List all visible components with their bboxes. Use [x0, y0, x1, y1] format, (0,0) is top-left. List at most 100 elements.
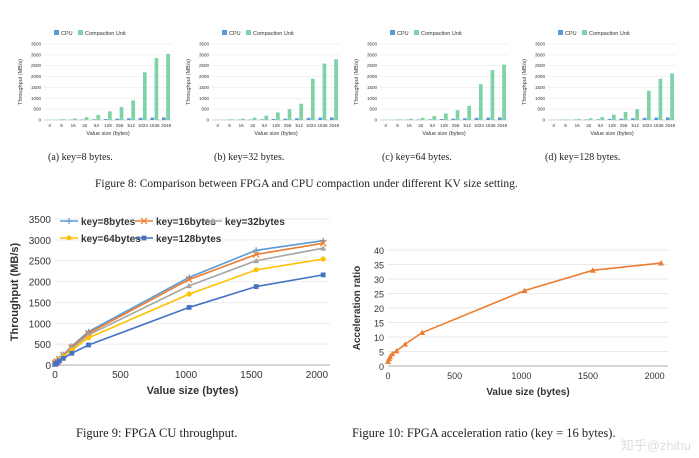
x-tick-label: 2048 [497, 123, 508, 128]
bar-compaction-unit [646, 90, 651, 120]
y-tick-label: 3000 [535, 52, 546, 57]
y-tick-label: 0 [542, 118, 545, 123]
y-tick-label: 25 [374, 290, 384, 300]
y-tick-label: 30 [374, 275, 384, 285]
marker [66, 218, 72, 224]
bar-cpu [497, 117, 502, 120]
y-tick-label: 0 [45, 361, 51, 372]
x-tick-label: 16 [71, 123, 77, 128]
marker [141, 235, 147, 241]
legend-label-cpu: CPU [229, 31, 241, 37]
bar-compaction-unit [635, 109, 640, 120]
x-tick-label: 2000 [645, 371, 665, 381]
x-tick-label: 32 [418, 123, 424, 128]
y-tick-label: 1500 [31, 85, 42, 90]
x-tick-label: 16 [239, 123, 245, 128]
marker [56, 358, 62, 364]
bar-compaction-unit [299, 103, 304, 120]
bar-cpu [138, 117, 143, 120]
y-tick-label: 1000 [535, 96, 546, 101]
bar-compaction-unit [467, 105, 472, 120]
x-tick-label: 128 [104, 123, 112, 128]
x-tick-label: 128 [272, 123, 280, 128]
x-tick-label: 512 [464, 123, 472, 128]
x-tick-label: 0 [52, 370, 58, 381]
y-tick-label: 500 [201, 107, 209, 112]
x-tick-label: 1024 [642, 123, 653, 128]
x-tick-label: 256 [452, 123, 460, 128]
x-tick-label: 512 [296, 123, 304, 128]
bar-cpu [161, 117, 166, 120]
marker [85, 335, 92, 341]
bar-cpu [619, 118, 624, 120]
marker [589, 267, 596, 273]
x-axis-label: Value size (bytes) [147, 385, 239, 397]
y-tick-label: 3500 [31, 42, 42, 47]
x-tick-label: 32 [250, 123, 256, 128]
legend-swatch-cu [414, 30, 419, 35]
bar-compaction-unit [588, 118, 593, 120]
bar-compaction-unit [108, 111, 112, 120]
bar-chart-d: CPU Compaction Unit 0 500 1000 1500 2000 2500 30… [522, 30, 676, 137]
bar-chart-a: CPU Compaction Unit 0 500 1000 1500 2000 2500 30… [18, 30, 172, 137]
marker [186, 282, 193, 289]
x-tick-label: 1536 [318, 123, 329, 128]
series-line [54, 274, 324, 365]
bar-cpu [92, 119, 96, 120]
x-tick-label: 0 [385, 123, 388, 128]
x-tick-label: 0 [49, 123, 52, 128]
marker [69, 350, 75, 356]
bar-compaction-unit [420, 117, 425, 120]
x-tick-label: 16 [407, 123, 413, 128]
bar-compaction-unit [229, 119, 234, 120]
figure8-caption: Figure 8: Comparison between FPGA and CP… [95, 178, 518, 190]
marker [393, 347, 400, 354]
marker [253, 247, 260, 254]
y-tick-label: 1500 [29, 298, 52, 309]
marker [185, 276, 193, 283]
y-tick-label: 3500 [199, 42, 210, 47]
bar-cpu [306, 117, 311, 120]
bar-cpu [295, 118, 299, 120]
y-tick-label: 0 [38, 118, 41, 123]
y-tick-label: 1000 [199, 96, 210, 101]
y-tick-label: 3000 [199, 52, 210, 57]
figure9-caption: Figure 9: FPGA CU throughput. [76, 426, 238, 440]
y-tick-label: 2000 [31, 74, 42, 79]
x-tick-label: 1024 [306, 123, 317, 128]
y-tick-label: 500 [33, 107, 41, 112]
bar-compaction-unit [670, 73, 674, 120]
x-tick-label: 32 [586, 123, 592, 128]
marker [186, 291, 192, 297]
bar-compaction-unit [478, 84, 483, 120]
marker [253, 267, 259, 273]
y-tick-label: 2500 [31, 63, 42, 68]
x-tick-label: 64 [598, 123, 604, 128]
bar-cpu [115, 118, 120, 120]
marker [252, 251, 260, 258]
y-tick-label: 1500 [367, 85, 378, 90]
x-tick-label: 64 [430, 123, 436, 128]
bar-compaction-unit [287, 109, 292, 120]
y-tick-label: 1000 [367, 96, 378, 101]
bar-cpu [103, 119, 108, 120]
x-tick-label: 1500 [578, 371, 598, 381]
x-tick-label: 8 [396, 123, 399, 128]
y-tick-label: 1500 [199, 85, 210, 90]
legend-label: key=16bytes [156, 217, 216, 228]
y-tick-label: 500 [369, 107, 377, 112]
marker [389, 350, 396, 357]
y-tick-label: 500 [537, 107, 545, 112]
y-tick-label: 500 [34, 340, 51, 351]
marker [60, 355, 66, 361]
x-tick-label: 1536 [654, 123, 665, 128]
bar-cpu [439, 119, 444, 120]
bar-cpu [428, 119, 432, 120]
bar-compaction-unit [455, 110, 460, 120]
bar-cpu [271, 119, 276, 120]
legend-swatch-cpu [54, 30, 59, 35]
x-tick-label: 0 [385, 371, 390, 381]
x-tick-label: 500 [112, 370, 129, 381]
marker [253, 257, 260, 264]
x-tick-label: 256 [620, 123, 628, 128]
